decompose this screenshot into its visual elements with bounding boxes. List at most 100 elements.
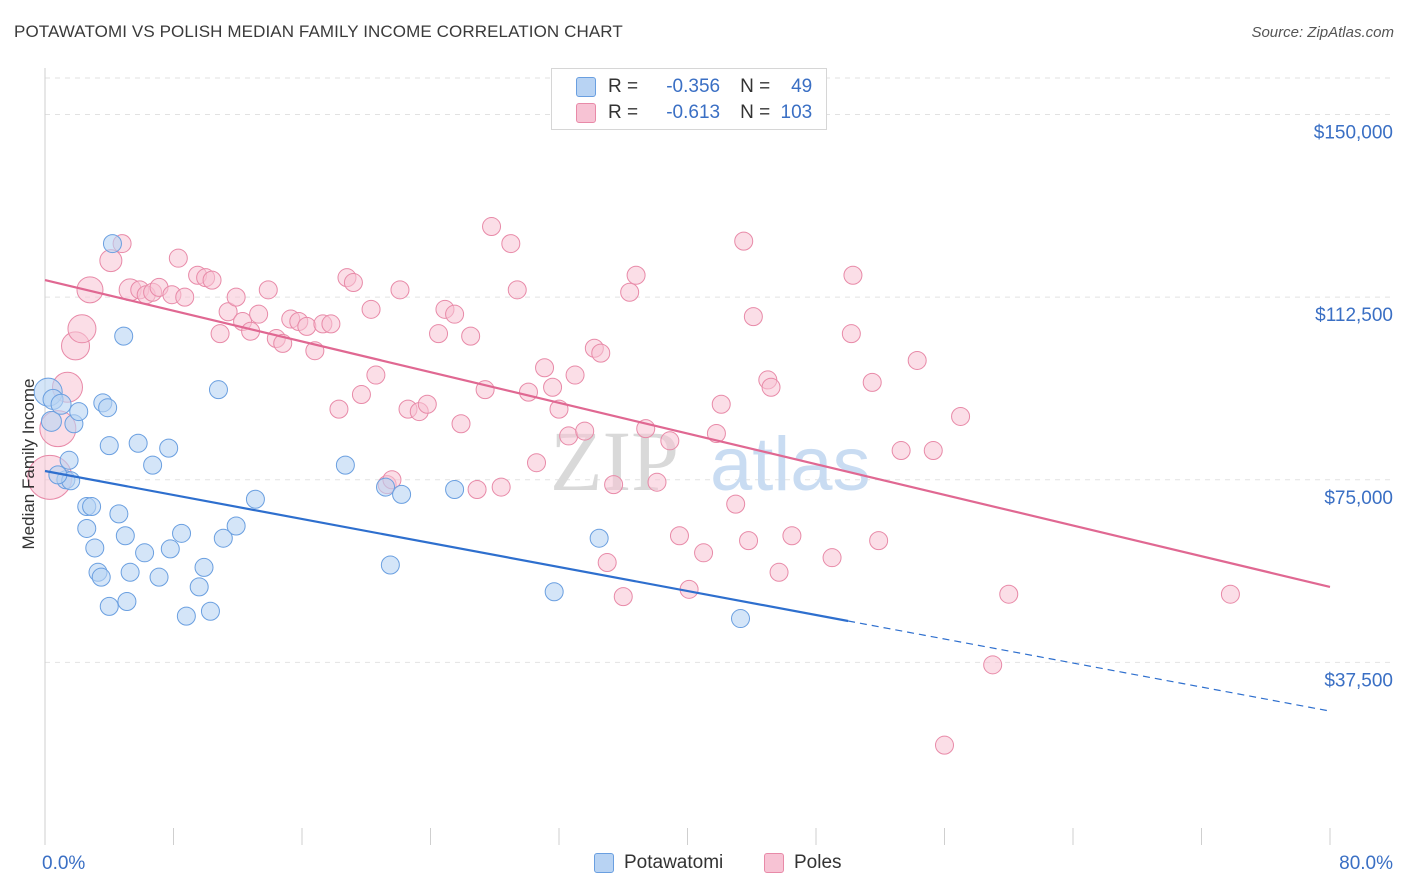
potawatomi-point [128,433,148,453]
potawatomi-point [200,601,220,621]
poles-point [258,280,278,300]
potawatomi-point [589,528,609,548]
potawatomi-point [159,438,179,458]
poles-point [351,385,371,405]
poles-point [620,282,640,302]
potawatomi-point [143,455,163,475]
potawatomi-legend-swatch [594,853,614,873]
poles-point [626,265,646,285]
potawatomi-point [40,410,62,432]
axis-labels: $37,500 $75,000 $112,500 $150,000 0.0% 80.0% [42,123,1393,874]
potawatomi-point [149,567,169,587]
n-value: 103 [780,102,813,123]
source-credit: Source: ZipAtlas.com [1251,24,1394,41]
potawatomi-point [208,380,228,400]
poles-point [597,553,617,573]
poles-point [694,543,714,563]
potawatomi-point [109,504,129,524]
potawatomi-point [445,480,465,500]
poles-point [175,287,195,307]
poles-point [575,421,595,441]
poles-point [983,655,1003,675]
potawatomi-point [189,577,209,597]
poles-point [429,324,449,344]
potawatomi-point [213,528,233,548]
poles-point [761,377,781,397]
poles-point [565,365,585,385]
poles-point [297,316,317,336]
potawatomi-point [392,484,412,504]
potawatomi-point [114,326,134,346]
legend-poles-label: Poles [794,852,842,873]
poles-point [660,431,680,451]
poles-point [535,358,555,378]
poles-point [869,531,889,551]
potawatomi-point [226,516,246,536]
poles-legend-swatch [764,853,784,873]
poles-points [27,217,1240,755]
poles-point [647,472,667,492]
r-label: R = [608,76,639,97]
poles-point [711,394,731,414]
poles-point [743,307,763,327]
poles-point [321,314,341,334]
potawatomi-point [85,538,105,558]
poles-point [343,273,363,293]
poles-point [739,531,759,551]
poles-point [669,526,689,546]
potawatomi-point [69,402,89,422]
y-tick-label: $75,000 [1324,488,1393,509]
poles-point [507,280,527,300]
poles-point [361,299,381,319]
potawatomi-point [117,592,137,612]
potawatomi-point [731,609,751,629]
poles-point [734,231,754,251]
potawatomi-point [376,477,396,497]
potawatomi-swatch [576,77,596,97]
stats-row-potawatomi: R = -0.356 N = 49 [576,74,812,100]
potawatomi-point [82,497,102,517]
r-value: -0.356 [666,76,721,97]
poles-point [559,426,579,446]
poles-point [782,526,802,546]
legend-potawatomi-label: Potawatomi [624,852,724,873]
poles-trend-line [44,279,1331,588]
stats-legend: R = -0.356 N = 49 R = -0.613 N = 103 [551,68,827,130]
trend-lines [44,279,1331,712]
poles-point [613,587,633,607]
potawatomi-point [335,455,355,475]
poles-point [67,314,97,344]
poles-point [210,324,230,344]
poles-swatch [576,103,596,123]
poles-point [467,480,487,500]
potawatomi-point [120,562,140,582]
poles-point [390,280,410,300]
stats-row-poles: R = -0.613 N = 103 [576,100,812,126]
watermark-atlas: atlas [710,422,871,507]
x-tick-label-min: 0.0% [42,853,85,874]
poles-point [249,304,269,324]
poles-point [501,234,521,254]
poles-point [1220,584,1240,604]
r-value: -0.613 [666,102,721,123]
axes [44,68,1331,845]
poles-point [202,270,222,290]
potawatomi-trend-extension [848,620,1331,712]
poles-point [527,453,547,473]
poles-point [951,406,971,426]
poles-point [822,548,842,568]
n-label: N = [740,76,771,97]
potawatomi-point [91,567,111,587]
legend-poles[interactable]: Poles [764,852,842,874]
poles-point [461,326,481,346]
y-tick-label: $112,500 [1315,305,1393,326]
n-label: N = [740,102,771,123]
potawatomi-point [77,518,97,538]
potawatomi-point [380,555,400,575]
poles-point [543,377,563,397]
poles-point [591,343,611,363]
poles-point [491,477,511,497]
legend-potawatomi[interactable]: Potawatomi [594,852,723,874]
potawatomi-point [99,596,119,616]
y-tick-label: $37,500 [1324,670,1393,691]
